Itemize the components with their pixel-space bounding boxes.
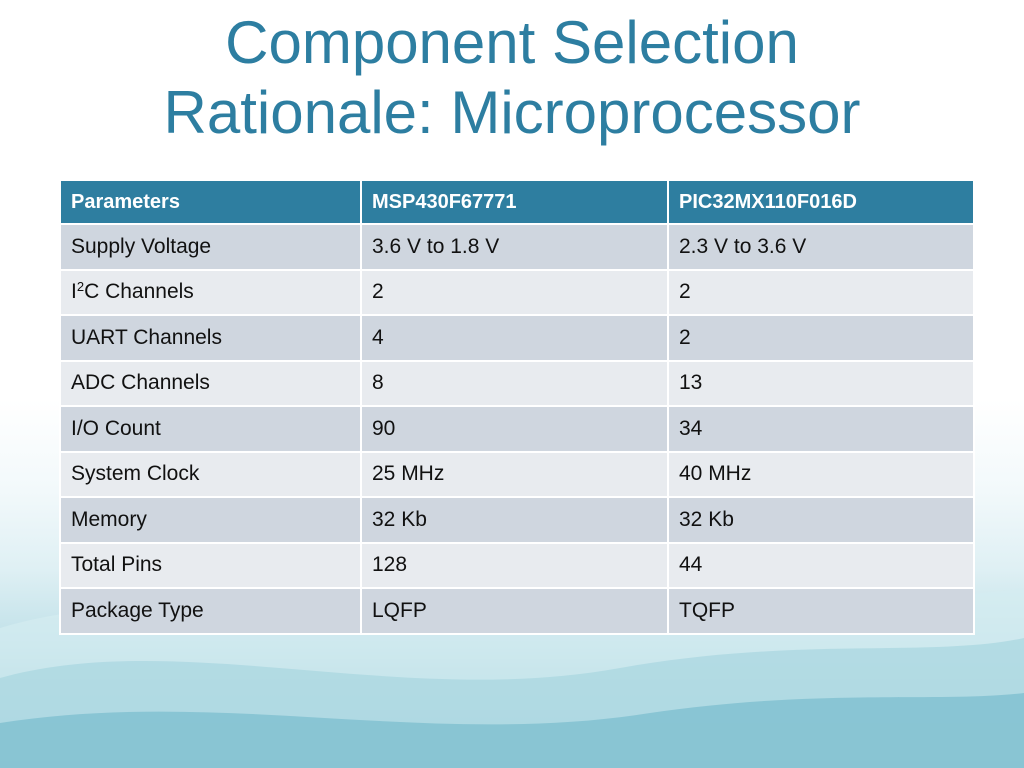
table-row: I2C Channels 2 2: [59, 268, 975, 316]
param-cell: UART Channels: [59, 314, 362, 362]
param-cell: ADC Channels: [59, 359, 362, 407]
param-cell: Supply Voltage: [59, 223, 362, 271]
param-cell: Package Type: [59, 587, 362, 635]
param-superscript: 2: [76, 279, 85, 295]
table-row: I/O Count 90 34: [59, 405, 975, 453]
pic32-cell: 2: [667, 314, 975, 362]
msp430-cell: 3.6 V to 1.8 V: [360, 223, 669, 271]
comparison-table-container: Parameters MSP430F67771 PIC32MX110F016D …: [59, 179, 975, 635]
slide-title-line-1: Component Selection: [225, 9, 799, 76]
table-row: UART Channels 4 2: [59, 314, 975, 362]
header-parameters: Parameters: [59, 179, 362, 225]
table-row: Memory 32 Kb 32 Kb: [59, 496, 975, 544]
param-suffix: C Channels: [84, 280, 194, 304]
msp430-cell: LQFP: [360, 587, 669, 635]
pic32-cell: 32 Kb: [667, 496, 975, 544]
pic32-cell: 13: [667, 359, 975, 407]
slide-title-line-2: Rationale: Microprocessor: [163, 79, 861, 146]
param-cell: I/O Count: [59, 405, 362, 453]
param-cell: Total Pins: [59, 541, 362, 589]
table-row: Total Pins 128 44: [59, 541, 975, 589]
pic32-cell: 40 MHz: [667, 450, 975, 498]
table-header-row: Parameters MSP430F67771 PIC32MX110F016D: [59, 179, 975, 225]
pic32-cell: TQFP: [667, 587, 975, 635]
msp430-cell: 8: [360, 359, 669, 407]
msp430-cell: 2: [360, 268, 669, 316]
slide-title: Component Selection Rationale: Microproc…: [0, 8, 1024, 148]
pic32-cell: 2: [667, 268, 975, 316]
param-cell: I2C Channels: [59, 268, 362, 316]
header-msp430: MSP430F67771: [360, 179, 669, 225]
msp430-cell: 4: [360, 314, 669, 362]
param-cell: Memory: [59, 496, 362, 544]
table-row: System Clock 25 MHz 40 MHz: [59, 450, 975, 498]
table-row: Package Type LQFP TQFP: [59, 587, 975, 635]
table-row: ADC Channels 8 13: [59, 359, 975, 407]
param-cell: System Clock: [59, 450, 362, 498]
msp430-cell: 128: [360, 541, 669, 589]
header-pic32: PIC32MX110F016D: [667, 179, 975, 225]
msp430-cell: 25 MHz: [360, 450, 669, 498]
pic32-cell: 44: [667, 541, 975, 589]
pic32-cell: 34: [667, 405, 975, 453]
pic32-cell: 2.3 V to 3.6 V: [667, 223, 975, 271]
msp430-cell: 32 Kb: [360, 496, 669, 544]
table-row: Supply Voltage 3.6 V to 1.8 V 2.3 V to 3…: [59, 223, 975, 271]
msp430-cell: 90: [360, 405, 669, 453]
param-prefix: I: [71, 280, 77, 304]
microprocessor-comparison-table: Parameters MSP430F67771 PIC32MX110F016D …: [59, 179, 975, 635]
